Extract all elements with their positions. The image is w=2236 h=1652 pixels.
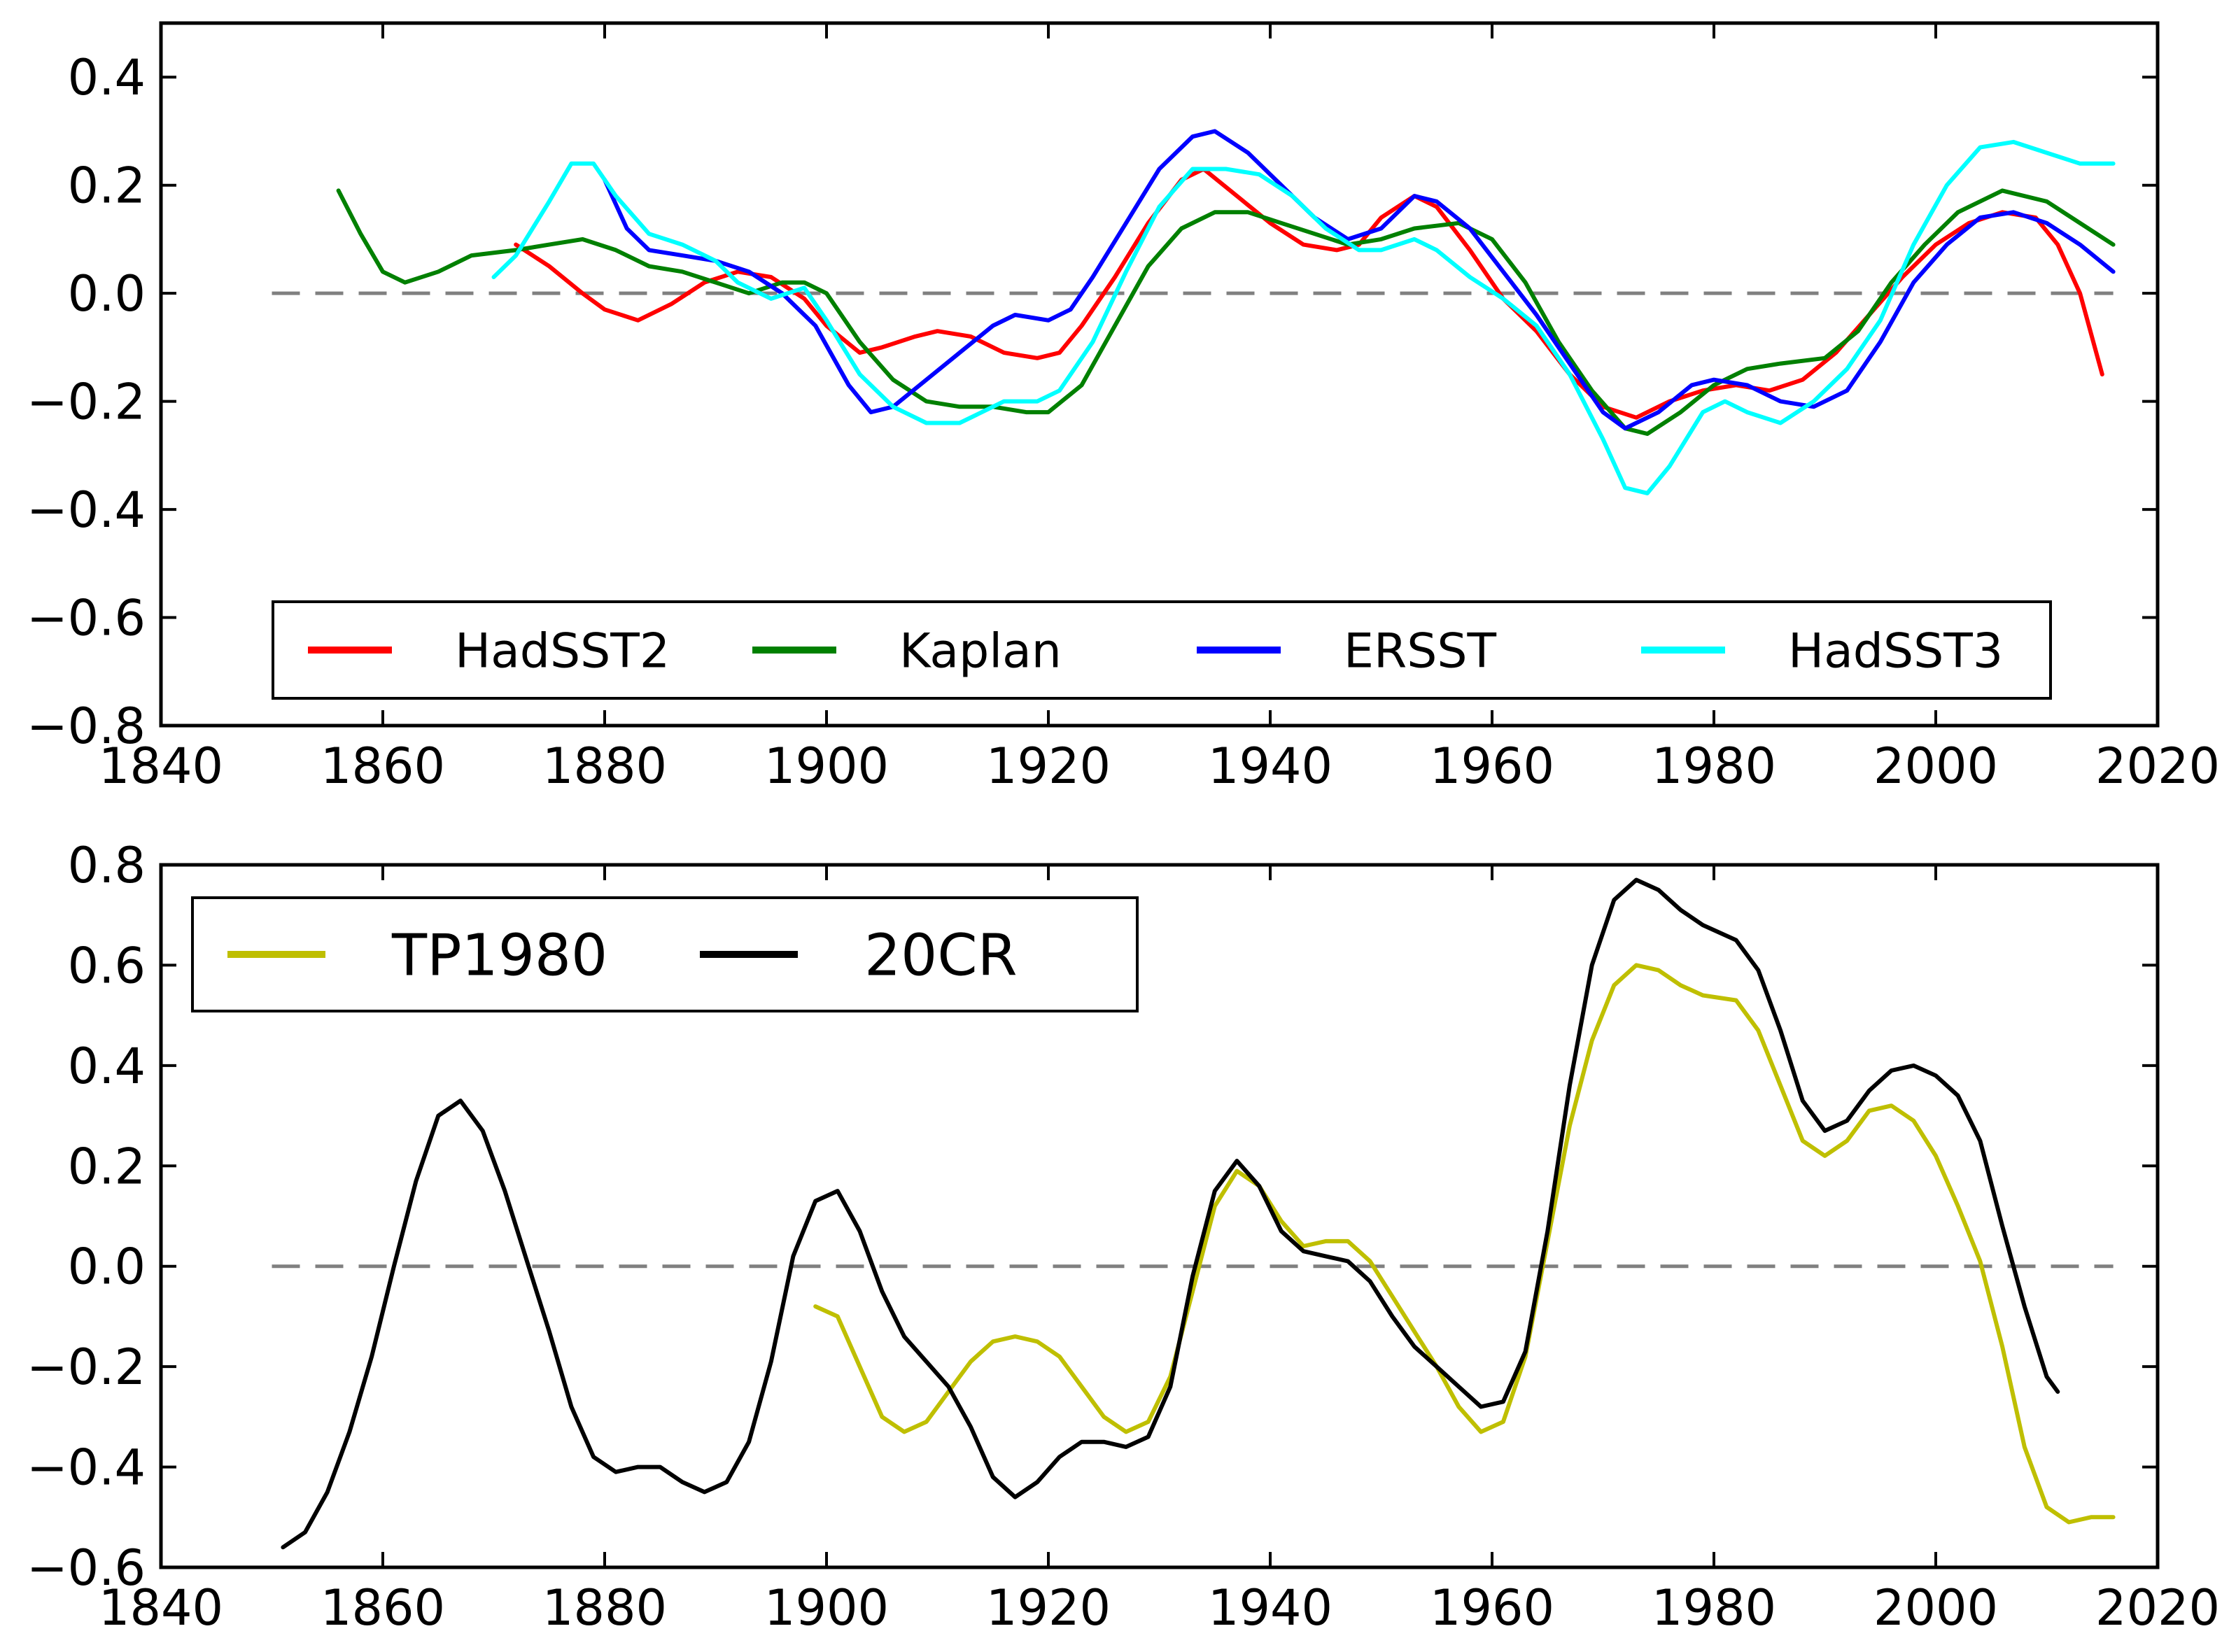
plot-frame xyxy=(159,21,2160,728)
y-tick-label: 0.4 xyxy=(68,1038,146,1095)
x-tick-label: 1940 xyxy=(1208,737,1333,795)
x-tick-label: 2000 xyxy=(1873,1579,1998,1637)
series-line-tp1980 xyxy=(813,963,2116,1525)
x-tick-label: 1860 xyxy=(321,737,445,795)
legend-label-hadsst2: HadSST2 xyxy=(455,623,670,679)
x-tick-label: 1960 xyxy=(1430,1579,1554,1637)
legend-label-20cr: 20CR xyxy=(864,923,1018,989)
x-tick-label: 1880 xyxy=(542,1579,667,1637)
legend-label-hadsst3: HadSST3 xyxy=(1788,623,2003,679)
y-tick-label: 0.0 xyxy=(68,265,146,323)
series-line-kaplan xyxy=(336,188,2116,436)
legend: HadSST2 Kaplan ERSST HadSST3 xyxy=(272,600,2052,700)
y-tick-label: 0.6 xyxy=(68,937,146,994)
x-tick-label: 1940 xyxy=(1208,1579,1333,1637)
legend-label-ersst: ERSST xyxy=(1344,623,1497,679)
legend-label-tp1980: TP1980 xyxy=(391,923,607,989)
legend-label-kaplan: Kaplan xyxy=(899,623,1062,679)
x-tick-label: 1860 xyxy=(321,1579,445,1637)
x-tick-label: 1980 xyxy=(1652,737,1776,795)
x-tick-label: 1980 xyxy=(1652,1579,1776,1637)
plot-frame xyxy=(159,863,2160,1569)
y-tick-label: −0.6 xyxy=(27,590,146,647)
x-tick-label: 1900 xyxy=(764,1579,889,1637)
legend-box xyxy=(191,896,1139,1012)
y-tick-label: 0.2 xyxy=(68,157,146,215)
x-tick-label: 2020 xyxy=(2095,1579,2220,1637)
panel-top: 1840 1860 1880 1900 1920 1940 1960 1980 2000 2020… xyxy=(27,21,2220,795)
y-tick-label: 0.4 xyxy=(68,49,146,106)
legend: TP1980 20CR xyxy=(191,896,1139,1012)
panel-bottom: 1840 1860 1880 1900 1920 1940 1960 1980 2000 2020… xyxy=(27,837,2220,1637)
y-tick-label: −0.6 xyxy=(27,1539,146,1597)
y-tick-label: −0.4 xyxy=(27,1439,146,1497)
y-tick-label: 0.2 xyxy=(68,1138,146,1195)
series-line-hadsst3 xyxy=(491,139,2116,495)
series-line-20cr xyxy=(281,877,2060,1550)
x-tick-label: 1880 xyxy=(542,737,667,795)
legend-box xyxy=(272,600,2052,700)
x-tick-label: 1900 xyxy=(764,737,889,795)
x-tick-label: 2000 xyxy=(1873,737,1998,795)
y-tick-label: 0.8 xyxy=(68,837,146,894)
y-tick-label: −0.4 xyxy=(27,481,146,539)
x-tick-label: 1840 xyxy=(99,737,223,795)
y-tick-label: −0.2 xyxy=(27,1339,146,1396)
x-tick-label: 2020 xyxy=(2095,737,2220,795)
y-tick-label: −0.2 xyxy=(27,374,146,431)
x-tick-label: 1960 xyxy=(1430,737,1554,795)
x-tick-label: 1920 xyxy=(986,1579,1111,1637)
y-tick-label: 0.0 xyxy=(68,1238,146,1296)
x-tick-label: 1920 xyxy=(986,737,1111,795)
series-line-ersst xyxy=(603,129,2116,431)
x-tick-label: 1840 xyxy=(99,1579,223,1637)
y-tick-label: −0.8 xyxy=(27,698,146,755)
